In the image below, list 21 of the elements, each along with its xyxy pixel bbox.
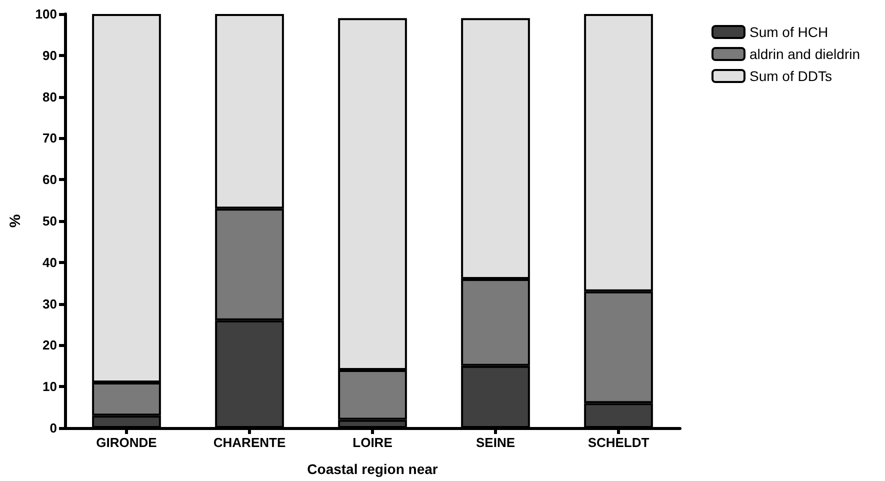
y-tick-label: 100 <box>35 6 57 22</box>
x-tick-label: SCHELDT <box>588 435 650 450</box>
x-tick-label: CHARENTE <box>213 435 286 450</box>
y-tick-label: 50 <box>42 214 57 228</box>
legend-label: aldrin and dieldrin <box>749 46 860 62</box>
y-tick-label: 90 <box>42 48 57 63</box>
y-tick-label: 70 <box>42 130 57 146</box>
y-tick-label: 20 <box>42 338 57 353</box>
legend-label: Sum of DDTs <box>749 68 832 84</box>
legend-label: Sum of HCH <box>749 24 828 40</box>
x-tick-label: SEINE <box>476 435 516 450</box>
x-tick-label: GIRONDE <box>96 435 158 450</box>
x-axis-title: Coastal region near <box>307 461 438 477</box>
y-tick-label: 40 <box>42 254 57 270</box>
y-tick-label: 60 <box>42 172 57 188</box>
y-tick-label: 30 <box>42 296 57 312</box>
y-axis-title: % <box>7 214 24 228</box>
y-tick-label: 0 <box>50 420 57 436</box>
x-tick-label: LOIRE <box>352 435 393 450</box>
y-tick-label: 80 <box>42 89 57 104</box>
y-tick-label: 10 <box>42 379 57 394</box>
